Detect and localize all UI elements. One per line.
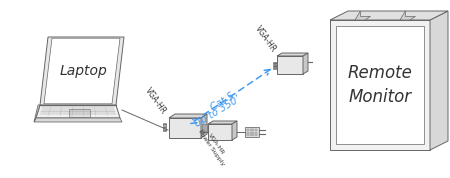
Polygon shape	[430, 11, 448, 150]
Polygon shape	[202, 124, 207, 132]
Text: VGA-HR: VGA-HR	[144, 86, 168, 116]
Polygon shape	[34, 118, 122, 122]
Polygon shape	[400, 11, 415, 20]
Polygon shape	[169, 114, 207, 118]
Polygon shape	[201, 114, 207, 138]
Polygon shape	[34, 105, 40, 122]
Polygon shape	[273, 62, 277, 69]
Polygon shape	[245, 127, 259, 137]
Polygon shape	[277, 56, 303, 74]
Text: Laptop: Laptop	[60, 64, 108, 78]
Text: VGA-HR: VGA-HR	[254, 24, 279, 54]
Polygon shape	[355, 11, 370, 20]
Circle shape	[201, 130, 205, 134]
Text: Cat 5: Cat 5	[209, 91, 236, 112]
Text: Remote
Monitor: Remote Monitor	[347, 64, 413, 106]
Polygon shape	[163, 123, 166, 131]
Polygon shape	[330, 20, 430, 150]
Polygon shape	[169, 118, 201, 138]
Polygon shape	[303, 53, 308, 74]
Text: Up to 350’: Up to 350’	[193, 94, 242, 129]
Polygon shape	[232, 121, 237, 140]
FancyBboxPatch shape	[69, 109, 90, 117]
Text: VGA-HR
Power Supply: VGA-HR Power Supply	[197, 126, 230, 166]
Polygon shape	[330, 11, 448, 20]
Polygon shape	[277, 53, 308, 56]
Polygon shape	[40, 37, 124, 105]
Polygon shape	[208, 121, 237, 124]
Polygon shape	[44, 38, 120, 104]
Polygon shape	[208, 124, 232, 140]
Polygon shape	[336, 26, 424, 144]
Polygon shape	[36, 105, 120, 118]
